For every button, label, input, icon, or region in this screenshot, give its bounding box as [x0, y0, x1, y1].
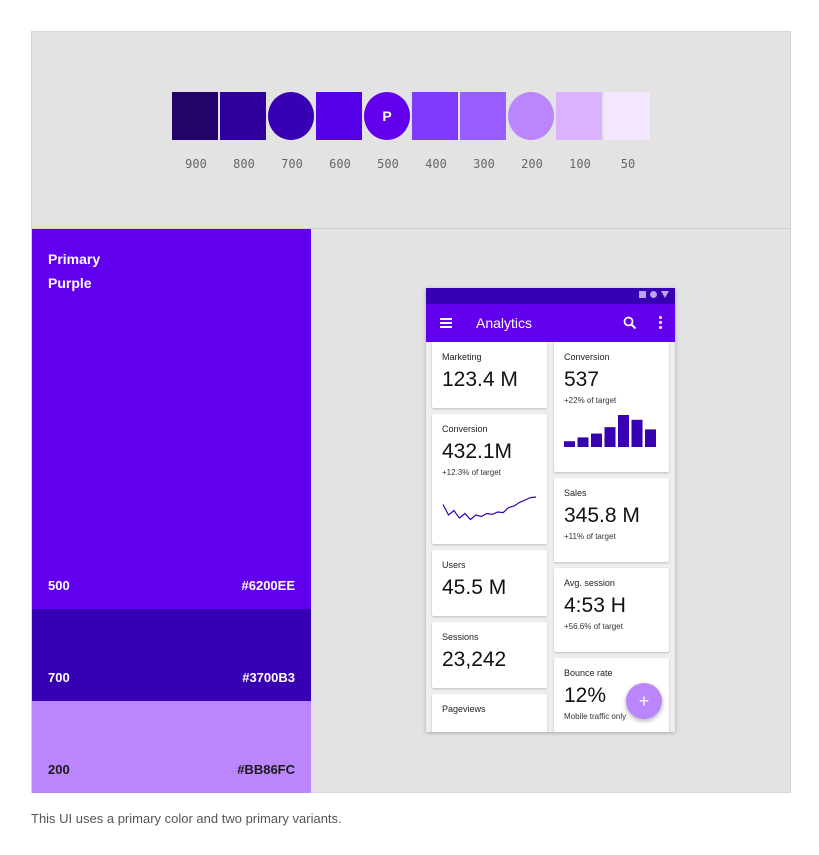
bar-0 [564, 441, 575, 447]
variant-700: 700 #3700B3 [32, 609, 311, 701]
circle-icon [650, 291, 657, 298]
card-value: 345.8 M [564, 504, 640, 527]
variant-code: 500 [48, 578, 70, 593]
swatch-400 [412, 92, 458, 140]
add-fab-button[interactable]: + [626, 683, 662, 719]
card-value: 432.1M [442, 440, 513, 463]
swatch-letter: P [382, 108, 392, 124]
swatch-900 [172, 92, 218, 140]
variant-title-purple: Purple [48, 275, 92, 291]
shade-label-600: 600 [329, 157, 351, 171]
shade-label-100: 100 [569, 157, 591, 171]
card-label: Marketing [442, 352, 482, 362]
card-marketing[interactable]: Marketing 123.4 M [432, 342, 547, 408]
card-sub: +12.3% of target [442, 468, 501, 477]
card-value: 4:53 H [564, 594, 626, 617]
variant-title-primary: Primary [48, 251, 101, 267]
app-bar: Analytics [426, 304, 675, 342]
shade-label-500: 500 [377, 157, 399, 171]
card-sales[interactable]: Sales 345.8 M +11% of target [554, 478, 669, 562]
caption-text: This UI uses a primary color and two pri… [31, 811, 342, 826]
swatch-50 [604, 92, 650, 140]
bar-3 [604, 427, 616, 447]
card-pageviews[interactable]: Pageviews [432, 694, 547, 732]
variant-code: 200 [48, 762, 70, 777]
swatch-600 [316, 92, 362, 140]
swatch-300 [460, 92, 506, 140]
card-label: Avg. session [564, 578, 615, 588]
variant-hex: #6200EE [241, 578, 296, 593]
variant-500: Primary Purple 500 #6200EE [32, 229, 311, 609]
bar-5 [631, 419, 643, 447]
triangle-icon [661, 291, 669, 298]
conversion-sparkline [442, 496, 537, 521]
card-value: 23,242 [442, 648, 507, 671]
shade-label-400: 400 [425, 157, 447, 171]
conversion-bar-chart [564, 415, 656, 447]
card-sub: Mobile traffic only [564, 712, 627, 721]
bar-6 [645, 429, 656, 447]
shade-label-50: 50 [620, 157, 636, 171]
card-sub: +22% of target [564, 396, 617, 405]
palette-area: P 900 800 700 600 500 400 300 200 100 50 [32, 32, 790, 229]
card-sub: +11% of target [564, 532, 616, 541]
shade-label-700: 700 [281, 157, 303, 171]
search-icon[interactable] [623, 316, 637, 330]
stop-icon [639, 291, 646, 298]
card-users[interactable]: Users 45.5 M [432, 550, 547, 616]
card-value: 537 [564, 368, 600, 391]
shade-label-900: 900 [185, 157, 207, 171]
primary-variants-panel: Primary Purple 500 #6200EE 700 #3700B3 2… [32, 229, 311, 793]
card-label: Users [442, 560, 466, 570]
card-avg-session[interactable]: Avg. session 4:53 H +56.6% of target [554, 568, 669, 652]
app-title: Analytics [476, 315, 533, 331]
shade-label-300: 300 [473, 157, 495, 171]
status-bar [426, 288, 675, 304]
card-value: 123.4 M [442, 368, 518, 391]
variant-code: 700 [48, 670, 70, 685]
variant-title: Primary Purple [48, 247, 100, 295]
sparkline-path [442, 496, 537, 521]
card-label: Pageviews [442, 704, 486, 714]
card-label: Conversion [442, 424, 488, 434]
card-value: 45.5 M [442, 576, 507, 599]
shade-label-200: 200 [521, 157, 543, 171]
phone-mockup: Analytics Marketing 123.4 M Conversion 4… [426, 288, 675, 732]
menu-icon[interactable] [440, 318, 452, 328]
swatch-500: P [364, 92, 410, 140]
card-conversion-left[interactable]: Conversion 432.1M +12.3% of target [432, 414, 547, 544]
card-conversion-right[interactable]: Conversion 537 +22% of target [554, 342, 669, 472]
shade-label-800: 800 [233, 157, 255, 171]
variant-hex: #3700B3 [242, 670, 295, 685]
swatch-700 [268, 92, 314, 140]
swatch-800 [220, 92, 266, 140]
variant-hex: #BB86FC [237, 762, 295, 777]
more-vert-icon[interactable] [657, 316, 663, 330]
card-sub: +56.6% of target [564, 622, 623, 631]
palette-shade-labels: 900 800 700 600 500 400 300 200 100 50 [172, 157, 652, 171]
variant-200: 200 #BB86FC [32, 701, 311, 793]
card-label: Sessions [442, 632, 479, 642]
bar-2 [591, 433, 602, 447]
card-sessions[interactable]: Sessions 23,242 [432, 622, 547, 688]
palette-swatches: P [172, 92, 652, 140]
swatch-100 [556, 92, 602, 140]
bar-4 [618, 415, 629, 447]
swatch-200 [508, 92, 554, 140]
theme-illustration: P 900 800 700 600 500 400 300 200 100 50 Primary … [31, 31, 791, 793]
card-label: Conversion [564, 352, 610, 362]
card-value: 12% [564, 684, 607, 707]
bar-1 [577, 437, 589, 447]
card-label: Sales [564, 488, 587, 498]
card-label: Bounce rate [564, 668, 613, 678]
